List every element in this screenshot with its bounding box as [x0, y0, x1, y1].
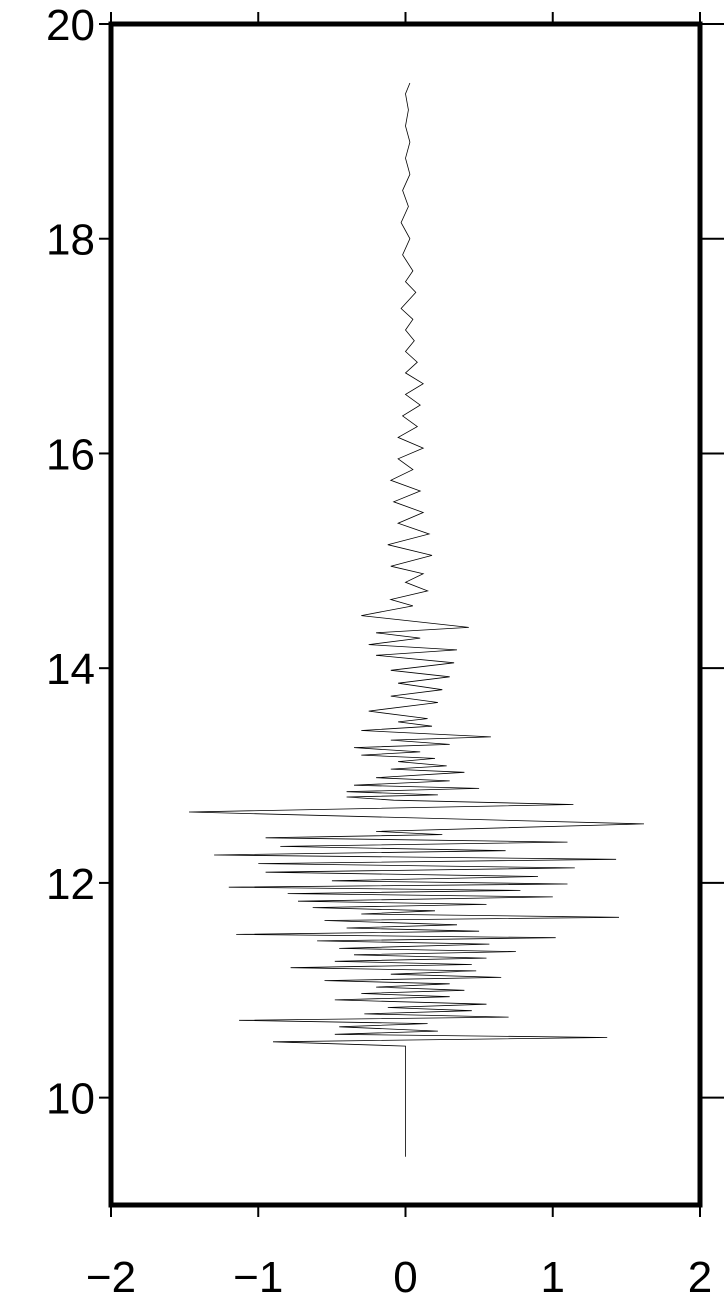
plot-frame — [108, 21, 703, 1208]
y-tick-label: 12 — [46, 860, 95, 909]
y-tick-label: 16 — [46, 430, 95, 479]
x-tick-label: 1 — [541, 1253, 565, 1297]
y-tick-label: 20 — [46, 1, 95, 50]
x-axis-ticks: −2 −1 0 1 2 — [86, 12, 712, 1297]
x-tick-label: −2 — [86, 1253, 136, 1297]
x-tick-label: 2 — [688, 1253, 712, 1297]
y-tick-label: 18 — [46, 216, 95, 265]
x-tick-label: −1 — [233, 1253, 283, 1297]
y-tick-label: 10 — [46, 1075, 95, 1124]
waveform-trace — [188, 82, 645, 1157]
x-tick-label: 0 — [393, 1253, 417, 1297]
y-axis-ticks: 10 12 14 16 18 20 — [46, 1, 724, 1124]
y-tick-label: 14 — [46, 645, 95, 694]
